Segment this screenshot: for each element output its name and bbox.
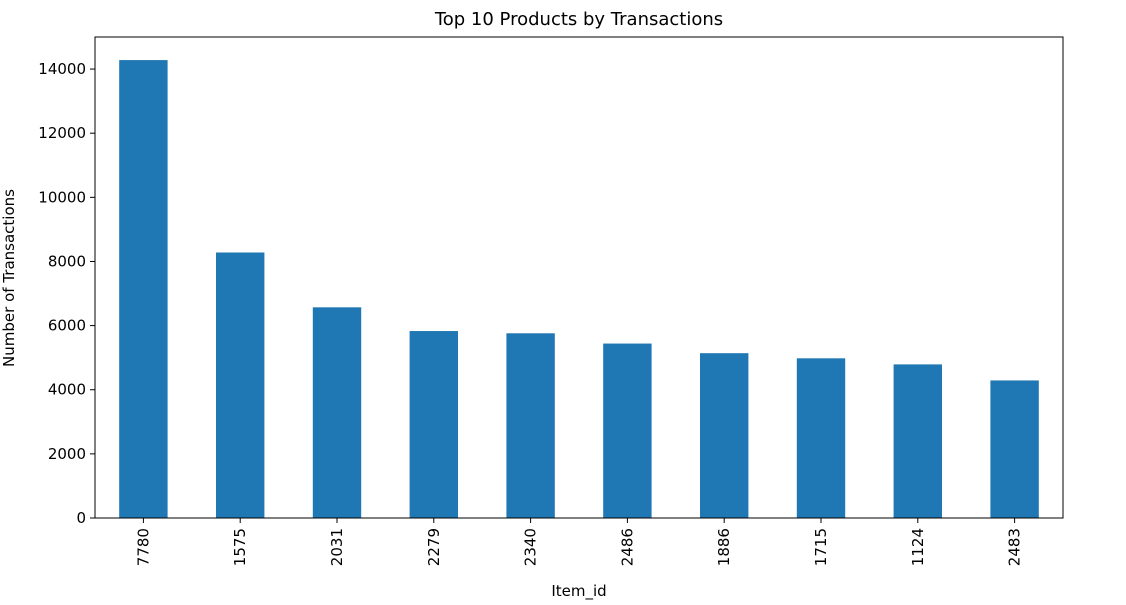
bar-2483 [990,380,1039,518]
y-axis-label: Number of Transactions [0,189,18,367]
x-tick-label: 2483 [1006,528,1024,566]
x-tick-label: 1886 [715,528,733,566]
x-tick-label: 2031 [328,528,346,566]
bars-layer [119,60,1039,518]
x-axis-label: Item_id [551,582,606,601]
x-tick-label: 2486 [618,528,636,566]
x-tick-label: 7780 [134,528,152,566]
x-tick-label: 1575 [231,528,249,566]
bar-2340 [506,333,555,518]
y-tick-label: 4000 [48,381,86,399]
bar-1886 [700,353,749,518]
bar-2486 [603,343,652,518]
x-tick-label: 2340 [522,528,540,566]
x-tick-label: 1715 [812,528,830,566]
y-tick-label: 2000 [48,445,86,463]
y-axis: 0 2000 4000 6000 8000 10000 12000 14000 [38,60,95,527]
y-tick-label: 8000 [48,252,86,270]
chart-title: Top 10 Products by Transactions [434,9,723,30]
x-tick-label: 2279 [425,528,443,566]
x-axis: 7780 1575 2031 2279 2340 2486 1886 1715 1124 2483 [134,518,1024,566]
y-tick-label: 12000 [38,124,86,142]
bar-1715 [796,358,846,518]
y-tick-label: 6000 [48,317,86,335]
bar-2031 [312,307,362,518]
bar-7780 [119,60,168,518]
y-tick-label: 10000 [38,188,86,206]
bar-1124 [893,364,942,518]
bar-1575 [216,252,265,518]
x-tick-label: 1124 [909,528,927,566]
y-tick-label: 14000 [38,60,86,78]
bar-2279 [409,331,458,518]
plot-frame [94,36,1064,519]
y-tick-label: 0 [76,509,86,527]
